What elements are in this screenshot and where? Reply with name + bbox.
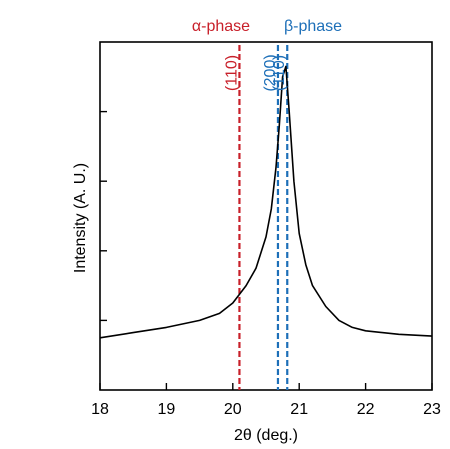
x-tick-label: 20 — [224, 401, 242, 418]
x-tick-label: 19 — [158, 401, 176, 418]
x-axis-ticks: 18 19 20 21 22 23 — [91, 383, 441, 418]
x-tick-label: 18 — [91, 401, 109, 418]
reference-labels: (110) (200)(110) — [223, 54, 288, 91]
x-axis-label: 2θ (deg.) — [234, 427, 298, 444]
y-axis-label: Intensity (A. U.) — [72, 163, 89, 273]
reference-line-label: (110) — [271, 55, 288, 91]
reference-lines — [238, 45, 289, 390]
alpha-phase-label: α-phase — [192, 18, 250, 35]
plot-frame — [99, 41, 433, 391]
beta-phase-label: β-phase — [284, 18, 342, 35]
reference-line-label: (200) — [262, 54, 279, 91]
x-tick-label: 23 — [423, 401, 441, 418]
x-tick-label: 21 — [290, 401, 308, 418]
x-tick-label: 22 — [357, 401, 375, 418]
y-axis-ticks — [100, 110, 107, 322]
reference-line-label: (110) — [223, 55, 240, 91]
xrd-series-line — [99, 65, 433, 339]
